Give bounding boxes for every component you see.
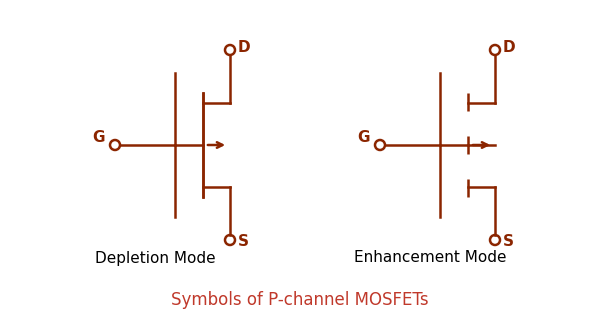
Text: D: D xyxy=(238,40,251,56)
Text: G: G xyxy=(93,129,105,144)
Text: D: D xyxy=(503,40,516,56)
Text: S: S xyxy=(503,235,514,249)
Text: Depletion Mode: Depletion Mode xyxy=(95,250,215,265)
Text: Symbols of P-channel MOSFETs: Symbols of P-channel MOSFETs xyxy=(171,291,429,309)
Text: Enhancement Mode: Enhancement Mode xyxy=(354,250,506,265)
Text: G: G xyxy=(358,129,370,144)
Text: S: S xyxy=(238,235,249,249)
